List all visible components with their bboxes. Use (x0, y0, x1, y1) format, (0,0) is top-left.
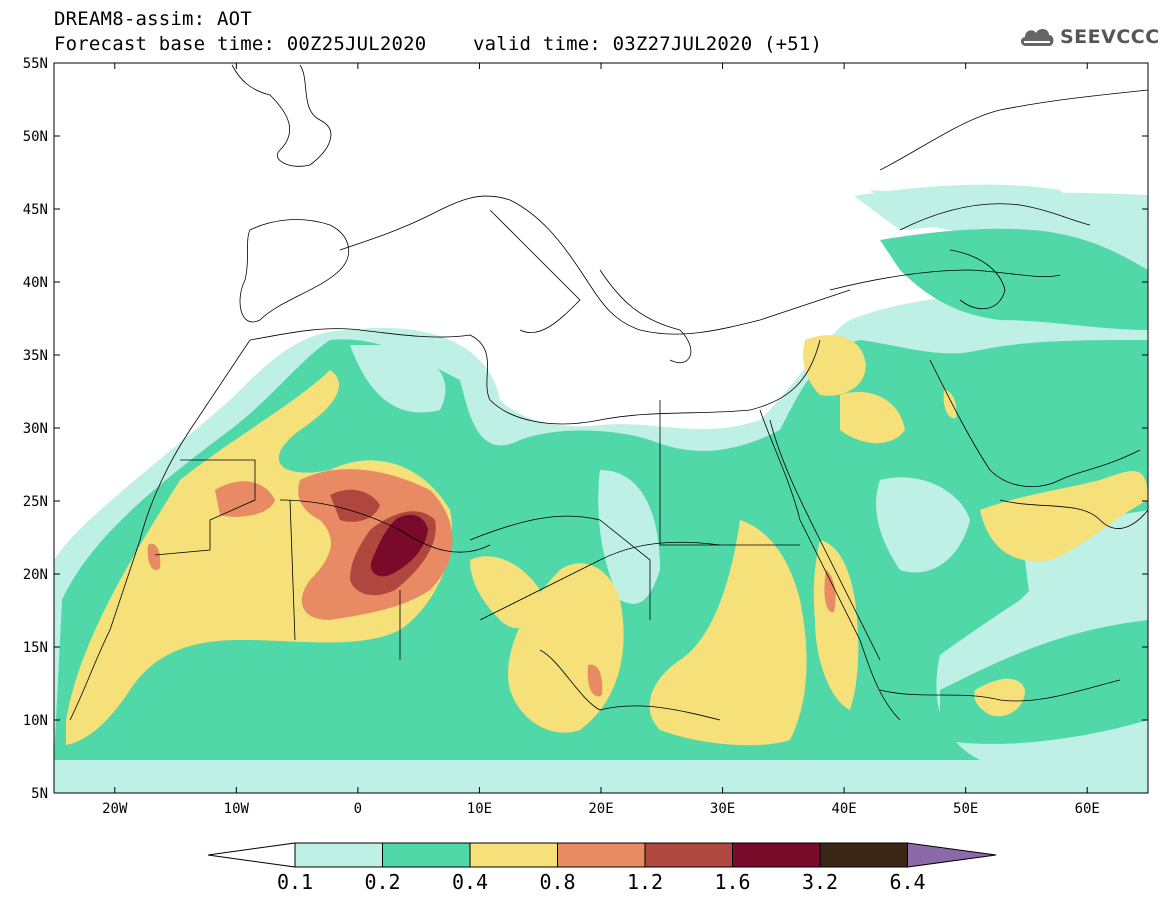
lon-tick-label: 60E (1075, 801, 1100, 817)
colorbar-label: 0.8 (539, 870, 575, 894)
logo-text: SEEVCCC (1060, 26, 1160, 48)
colorbar-label: 0.2 (364, 870, 400, 894)
lat-tick-label: 15N (23, 640, 48, 656)
lon-tick-label: 50E (953, 801, 978, 817)
aot-contours (54, 184, 1148, 793)
lon-tick-label: 30E (710, 801, 735, 817)
lat-tick-label: 5N (31, 786, 48, 802)
lat-tick-label: 25N (23, 494, 48, 510)
lon-tick-label: 20W (102, 801, 128, 817)
colorbar-segment (557, 842, 646, 868)
colorbar-label: 0.4 (452, 870, 488, 894)
lon-tick-label: 10E (467, 801, 492, 817)
lat-tick-label: 10N (23, 713, 48, 729)
colorbar-label: 1.6 (714, 870, 750, 894)
lon-tick-label: 40E (831, 801, 856, 817)
contour-0-2 (54, 228, 1148, 760)
colorbar-segment (382, 842, 471, 868)
lat-tick-label: 30N (23, 421, 48, 437)
coastlines (69, 64, 1148, 721)
map-title: DREAM8-assim: AOT (54, 8, 252, 30)
colorbar-upper-extend (907, 842, 997, 868)
seevccc-logo: SEEVCCC (1018, 24, 1160, 50)
lon-tick-label: 20E (588, 801, 613, 817)
lat-tick-label: 45N (23, 202, 48, 218)
lat-tick-label: 20N (23, 567, 48, 583)
lat-tick-label: 40N (23, 275, 48, 291)
colorbar-segment (732, 842, 821, 868)
colorbar-segment (469, 842, 558, 868)
colorbar-label: 6.4 (889, 870, 925, 894)
colorbar-segment (644, 842, 733, 868)
lon-tick-label: 0 (354, 801, 362, 817)
lat-tick-label: 55N (23, 56, 48, 72)
lat-tick-label: 50N (23, 129, 48, 145)
colorbar-segment (294, 842, 383, 868)
cloud-icon (1020, 29, 1054, 46)
colorbar-label: 1.2 (627, 870, 663, 894)
contour-1-6 (370, 514, 428, 577)
colorbar: 0.1 0.2 0.4 0.8 1.2 1.6 3.2 6.4 (207, 842, 997, 894)
colorbar-label: 0.1 (277, 870, 313, 894)
colorbar-lower-extend (207, 842, 296, 868)
forecast-time-line: Forecast base time: 00Z25JUL2020 valid t… (54, 33, 823, 55)
latitude-axis: 5N 10N 15N 20N 25N 30N 35N 40N 45N 50N 55N (23, 56, 1148, 802)
longitude-axis: 20W 10W 0 10E 20E 30E 40E 50E 60E (102, 63, 1100, 817)
lat-tick-label: 35N (23, 348, 48, 364)
colorbar-label: 3.2 (802, 870, 838, 894)
lon-tick-label: 10W (224, 801, 250, 817)
colorbar-segment (819, 842, 908, 868)
